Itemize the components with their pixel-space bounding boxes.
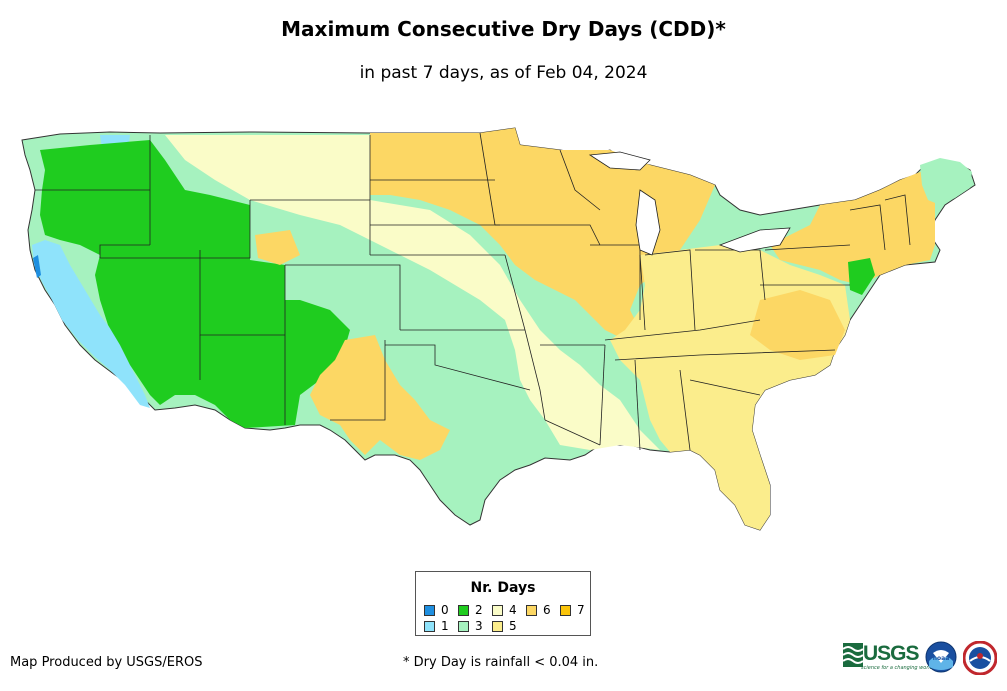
region-1day-pacific bbox=[32, 240, 150, 408]
legend-label-5: 5 bbox=[509, 619, 517, 633]
legend-swatch-2 bbox=[458, 604, 469, 616]
state-boundaries bbox=[35, 132, 911, 451]
legend-swatch-7 bbox=[560, 604, 571, 616]
region-3day-maine bbox=[920, 158, 972, 205]
map-title: Maximum Consecutive Dry Days (CDD)* bbox=[281, 17, 726, 41]
legend-label-1: 1 bbox=[441, 619, 449, 633]
usgs-tagline: science for a changing world bbox=[861, 665, 933, 671]
usgs-wordmark: USGS bbox=[863, 642, 920, 665]
legend-label-0: 0 bbox=[441, 603, 449, 617]
map-subtitle: in past 7 days, as of Feb 04, 2024 bbox=[359, 63, 648, 83]
legend-title: Nr. Days bbox=[470, 580, 536, 596]
region-2day-nj bbox=[848, 258, 875, 295]
noaa-wordmark: noaa bbox=[933, 655, 950, 662]
legend-swatch-4 bbox=[492, 604, 503, 616]
legend-item-4: 4 bbox=[492, 604, 517, 616]
region-6day-mid-atlantic bbox=[750, 290, 845, 360]
region-2day-west bbox=[40, 140, 350, 428]
usgs-wave-icon bbox=[843, 643, 863, 667]
legend-label-2: 2 bbox=[475, 603, 483, 617]
legend-label-7: 7 bbox=[577, 603, 585, 617]
noaa-logo-icon: noaa bbox=[925, 641, 957, 673]
footnote-text: * Dry Day is rainfall < 0.04 in. bbox=[403, 655, 599, 670]
legend-label-6: 6 bbox=[543, 603, 551, 617]
legend-swatch-0 bbox=[424, 604, 435, 616]
nws-seal-icon bbox=[963, 641, 997, 675]
legend-swatch-1 bbox=[424, 620, 435, 632]
legend-item-0: 0 bbox=[424, 604, 449, 616]
legend-swatch-6 bbox=[526, 604, 537, 616]
region-6day-southwest bbox=[310, 335, 450, 460]
legend-item-7: 7 bbox=[560, 604, 585, 616]
legend-item-6: 6 bbox=[526, 604, 551, 616]
legend-item-5: 5 bbox=[492, 620, 517, 632]
lake-erie bbox=[718, 227, 791, 253]
legend-item-1: 1 bbox=[424, 620, 449, 632]
us-dry-days-map bbox=[21, 127, 976, 531]
region-6day-northeast bbox=[770, 170, 935, 285]
credit-text: Map Produced by USGS/EROS bbox=[10, 655, 203, 670]
region-6day-midwest bbox=[370, 128, 715, 340]
map-legend: Nr. Days 0 1 2 3 4 5 6 7 bbox=[415, 571, 591, 636]
region-5day-east bbox=[610, 245, 850, 530]
legend-swatch-3 bbox=[458, 620, 469, 632]
legend-label-3: 3 bbox=[475, 619, 483, 633]
legend-swatch-5 bbox=[492, 620, 503, 632]
usgs-logo: USGS science for a changing world bbox=[843, 641, 933, 673]
lake-michigan bbox=[635, 189, 661, 256]
legend-item-3: 3 bbox=[458, 620, 483, 632]
region-0day-coast bbox=[33, 255, 41, 278]
legend-item-2: 2 bbox=[458, 604, 483, 616]
lake-superior bbox=[588, 151, 651, 171]
legend-label-4: 4 bbox=[509, 603, 517, 617]
region-6day-wyoming bbox=[255, 230, 300, 265]
region-4day-north-plains bbox=[165, 135, 660, 450]
